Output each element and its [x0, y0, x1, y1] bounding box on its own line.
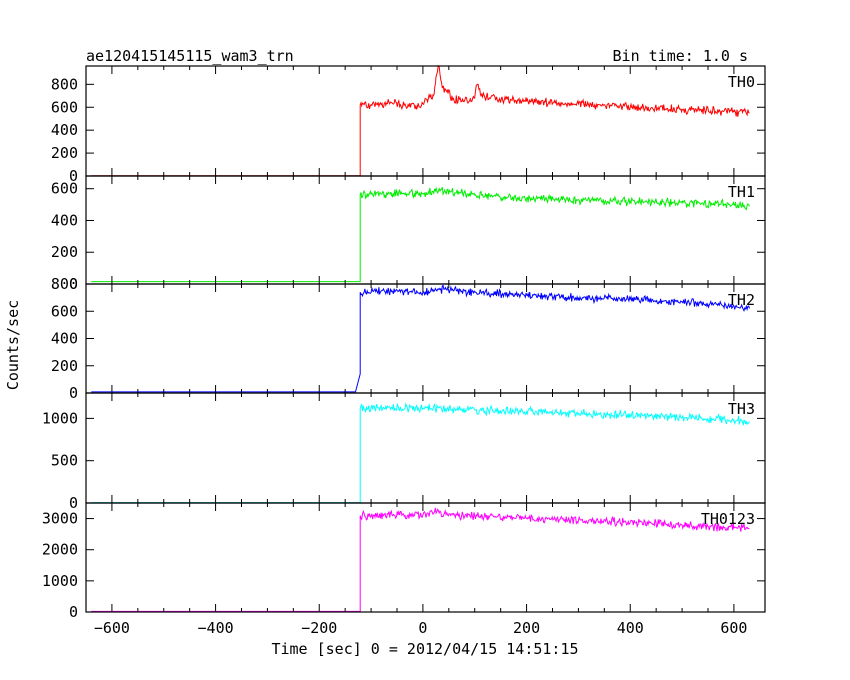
y-tick-label: 200: [51, 243, 78, 261]
y-tick-label: 0: [69, 167, 78, 185]
panel-frame-th0: [85, 65, 766, 177]
y-tick-label: 200: [51, 144, 78, 162]
y-tick-label: 400: [51, 211, 78, 229]
series-line-th3: [91, 402, 750, 504]
panel-label-th1: TH1: [728, 183, 755, 201]
x-tick-label: −600: [94, 619, 130, 637]
x-tick-label: 200: [513, 619, 540, 637]
y-tick-label: 400: [51, 330, 78, 348]
y-tick-label: 1000: [42, 409, 78, 427]
panel-label-th3: TH3: [728, 400, 755, 418]
panel-frame-th3: [85, 392, 766, 504]
y-tick-label: 3000: [42, 510, 78, 528]
x-tick-label: −200: [301, 619, 337, 637]
panel-frame-th0123: [85, 502, 766, 613]
series-line-th1: [91, 186, 750, 283]
y-tick-label: 600: [51, 98, 78, 116]
y-tick-label: 800: [51, 275, 78, 293]
y-tick-label: 800: [51, 75, 78, 93]
y-tick-label: 2000: [42, 541, 78, 559]
panel-label-th0123: TH0123: [701, 510, 755, 528]
x-tick-label: 0: [418, 619, 427, 637]
series-line-th2: [91, 284, 750, 393]
y-tick-label: 400: [51, 121, 78, 139]
y-axis-label: Counts/sec: [4, 300, 22, 390]
y-tick-label: 0: [69, 275, 78, 293]
x-tick-label: 400: [617, 619, 644, 637]
x-axis-label: Time [sec] 0 = 2012/04/15 14:51:15: [271, 640, 578, 658]
y-tick-label: 0: [69, 603, 78, 621]
panel-frame-th2: [85, 283, 766, 394]
panels-group: 0 200 400 600 800 TH0 0 200 400 600 TH1 0 200 400 600 8…: [42, 64, 766, 637]
bin-time-label: Bin time: 1.0 s: [613, 47, 748, 65]
panel-label-th0: TH0: [728, 73, 755, 91]
y-tick-label: 0: [69, 494, 78, 512]
panel-label-th2: TH2: [728, 291, 755, 309]
y-tick-label: 1000: [42, 572, 78, 590]
y-tick-label: 0: [69, 384, 78, 402]
y-tick-label: 600: [51, 302, 78, 320]
x-tick-label: −400: [198, 619, 234, 637]
series-line-th0: [91, 64, 750, 177]
y-tick-label: 500: [51, 452, 78, 470]
series-line-th0123: [91, 507, 750, 612]
chart-title: ae120415145115_wam3_trn: [86, 47, 294, 65]
x-tick-label: 600: [720, 619, 747, 637]
y-tick-label: 600: [51, 180, 78, 198]
y-tick-label: 200: [51, 357, 78, 375]
